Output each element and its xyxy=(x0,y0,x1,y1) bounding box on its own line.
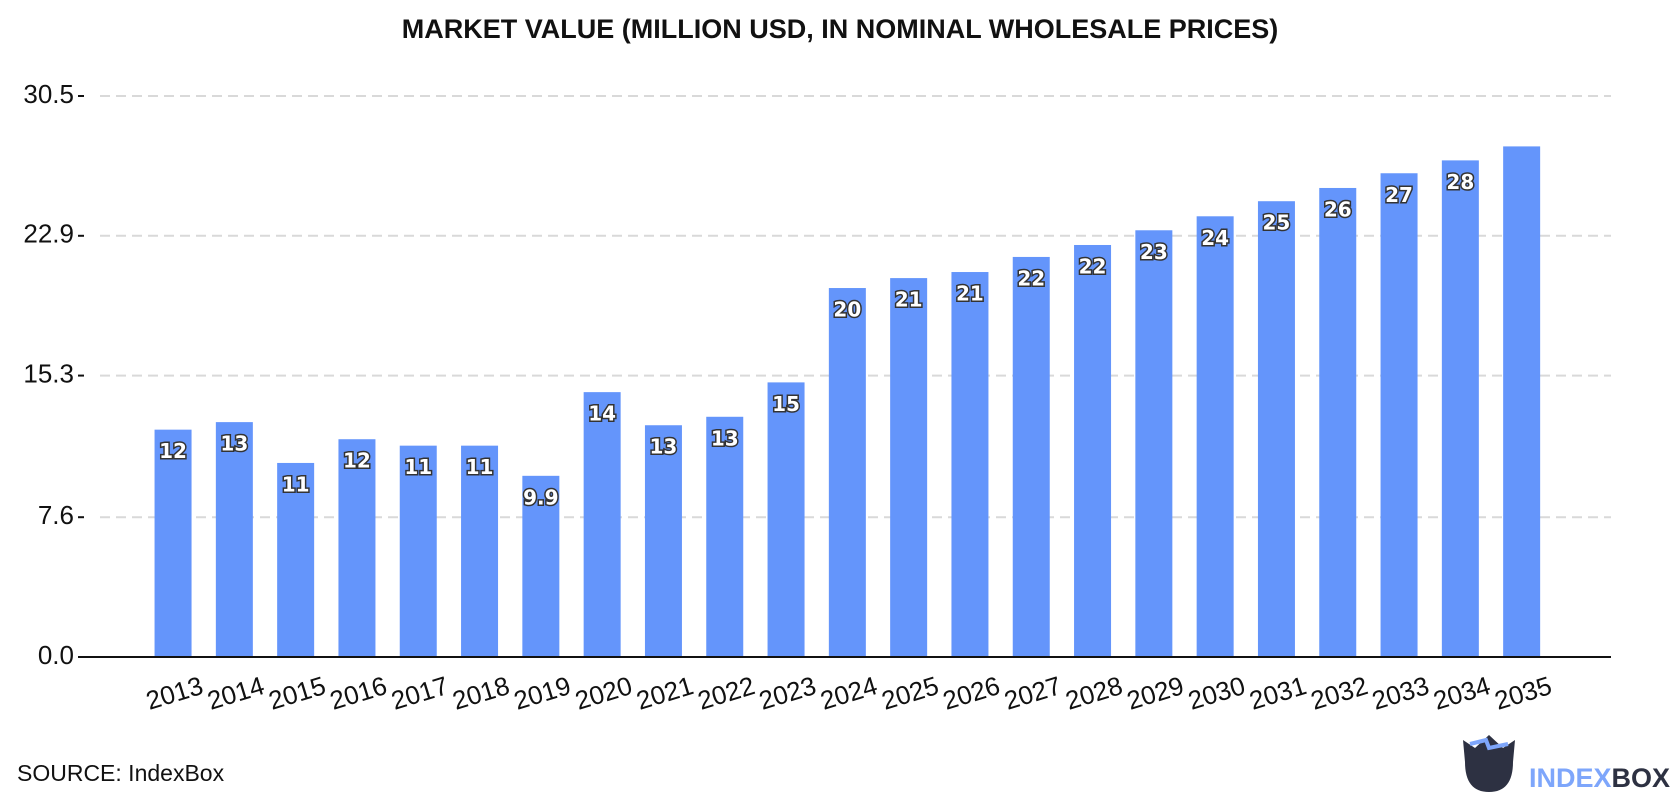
value-label: 24 xyxy=(1201,226,1229,250)
bar xyxy=(215,422,253,657)
bar xyxy=(522,475,560,657)
value-label: 9.9 xyxy=(523,485,558,509)
bar xyxy=(583,392,621,657)
y-tick-label: 22.9 xyxy=(23,219,74,249)
bar xyxy=(277,462,315,657)
bar xyxy=(338,439,376,657)
x-tick-label: 2028 xyxy=(1062,670,1126,716)
value-label: 21 xyxy=(956,282,984,306)
bar xyxy=(828,288,866,657)
bar xyxy=(706,416,744,657)
x-tick-label: 2022 xyxy=(694,670,758,716)
x-tick-label: 2026 xyxy=(939,670,1003,716)
y-tick-label: 15.3 xyxy=(23,358,74,388)
bar xyxy=(399,445,437,657)
x-tick-label: 2029 xyxy=(1123,670,1187,716)
bar xyxy=(1196,216,1234,657)
x-tick-label: 2033 xyxy=(1368,670,1432,716)
x-tick-label: 2024 xyxy=(817,670,881,716)
value-label: 11 xyxy=(466,455,494,479)
value-label: 20 xyxy=(833,298,861,322)
x-tick-label: 2023 xyxy=(755,670,819,716)
bar xyxy=(1012,256,1050,657)
bar xyxy=(1074,244,1112,658)
bar xyxy=(951,272,989,657)
value-label: 27 xyxy=(1385,183,1413,207)
x-tick-label: 2031 xyxy=(1246,670,1310,716)
value-label: 25 xyxy=(1263,211,1291,235)
y-tick-label: 7.6 xyxy=(38,500,74,530)
x-tick-label: 2016 xyxy=(326,670,390,716)
bar xyxy=(767,382,805,657)
value-label: 13 xyxy=(220,432,248,456)
x-tick-label: 2019 xyxy=(510,670,574,716)
value-label: 15 xyxy=(772,392,800,416)
bar xyxy=(1380,173,1418,658)
bar xyxy=(890,278,928,657)
x-tick-label: 2034 xyxy=(1430,670,1494,716)
value-label: 14 xyxy=(588,402,616,426)
bar xyxy=(1319,187,1357,657)
x-tick-label: 2018 xyxy=(449,670,513,716)
bar xyxy=(1441,160,1479,657)
x-tick-label: 2020 xyxy=(571,670,635,716)
x-tick-label: 2035 xyxy=(1491,670,1555,716)
x-tick-label: 2032 xyxy=(1307,670,1371,716)
value-label: 22 xyxy=(1079,254,1107,278)
value-label: 28 xyxy=(1446,170,1474,194)
y-tick-label: 30.5 xyxy=(23,79,74,109)
value-label: 21 xyxy=(895,288,923,312)
bar xyxy=(1503,146,1541,658)
x-tick-label: 2021 xyxy=(633,670,697,716)
bar xyxy=(644,425,682,657)
brand-first: INDEX xyxy=(1529,763,1612,793)
brand-logo: INDEXBOX xyxy=(1463,735,1670,793)
source: SOURCE: IndexBox xyxy=(17,760,225,786)
value-label: 26 xyxy=(1324,197,1352,221)
value-label: 11 xyxy=(282,472,310,496)
value-label: 11 xyxy=(404,455,432,479)
x-tick-label: 2025 xyxy=(878,670,942,716)
x-tick-label: 2014 xyxy=(204,670,268,716)
value-label: 12 xyxy=(343,449,371,473)
y-tick-label: 0.0 xyxy=(38,640,74,670)
x-tick-label: 2017 xyxy=(388,670,452,716)
bar xyxy=(461,445,499,657)
bar xyxy=(1135,230,1173,657)
x-tick-label: 2030 xyxy=(1184,670,1248,716)
bar xyxy=(1257,201,1295,657)
value-label: 22 xyxy=(1017,266,1045,290)
value-label: 12 xyxy=(159,439,187,463)
x-tick-label: 2027 xyxy=(1001,670,1065,716)
value-label: 23 xyxy=(1140,240,1168,264)
value-label: 13 xyxy=(711,426,739,450)
brand-name: INDEXBOX xyxy=(1529,763,1670,793)
chart-title: MARKET VALUE (MILLION USD, IN NOMINAL WH… xyxy=(402,14,1279,44)
bar xyxy=(154,429,192,657)
logo-icon xyxy=(1463,735,1515,792)
x-tick-label: 2015 xyxy=(265,670,329,716)
x-tick-label: 2013 xyxy=(142,670,206,716)
brand-second: BOX xyxy=(1612,763,1671,793)
logo-accent xyxy=(1469,737,1509,751)
value-label: 13 xyxy=(650,435,678,459)
